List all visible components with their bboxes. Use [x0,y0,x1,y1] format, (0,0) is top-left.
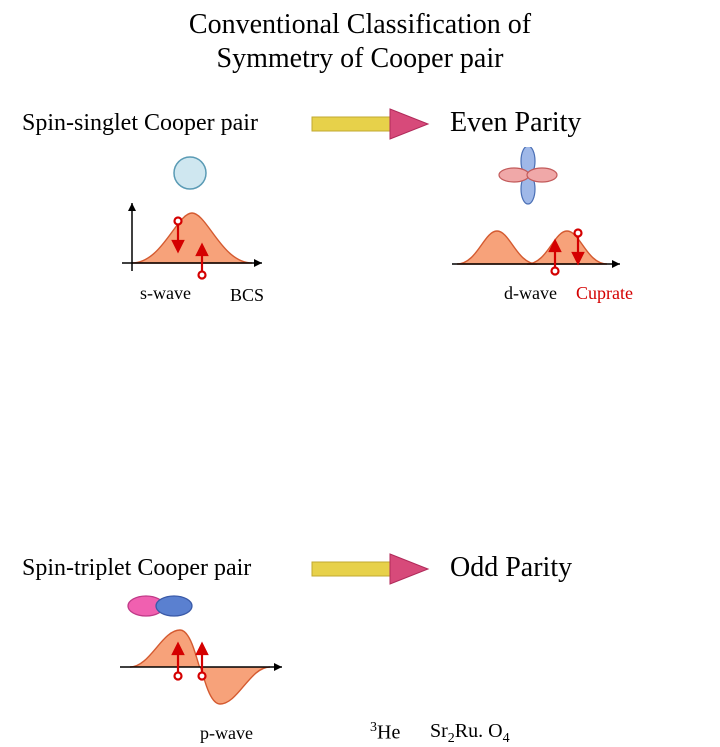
o4-sub: 4 [503,731,510,746]
bcs-label: BCS [230,285,264,306]
arrow-triplet-to-odd [310,552,430,586]
sr2-sub: 2 [448,731,455,746]
triplet-heading: Spin-triplet Cooper pair [22,555,251,582]
cuprate-label: Cuprate [576,283,633,304]
odd-parity-label: Odd Parity [450,552,572,584]
triplet-row: Spin-triplet Cooper pair Odd Parity [0,325,720,555]
swave-diagram [110,155,270,290]
swave-label: s-wave [140,283,191,304]
singlet-heading: Spin-singlet Cooper pair [22,110,258,137]
ruo-text: Ru. O [455,720,503,742]
he3-text: He [377,722,400,744]
pwave-diagram [110,590,290,725]
title-line-1: Conventional Classification of [189,9,531,40]
pwave-label: p-wave [200,723,253,744]
dwave-diagram [440,147,630,292]
arrow-singlet-to-even [310,107,430,141]
page-title: Conventional Classification of Symmetry … [0,0,720,75]
sr-text: Sr [430,720,448,742]
title-line-2: Symmetry of Cooper pair [217,43,504,74]
he3-label: 3He [370,720,400,745]
dwave-label: d-wave [504,283,557,304]
singlet-row: Spin-singlet Cooper pair Even Parity [0,85,720,315]
even-parity-label: Even Parity [450,107,581,139]
srruo4-label: Sr2Ru. O4 [430,720,510,747]
he3-sup: 3 [370,720,377,735]
